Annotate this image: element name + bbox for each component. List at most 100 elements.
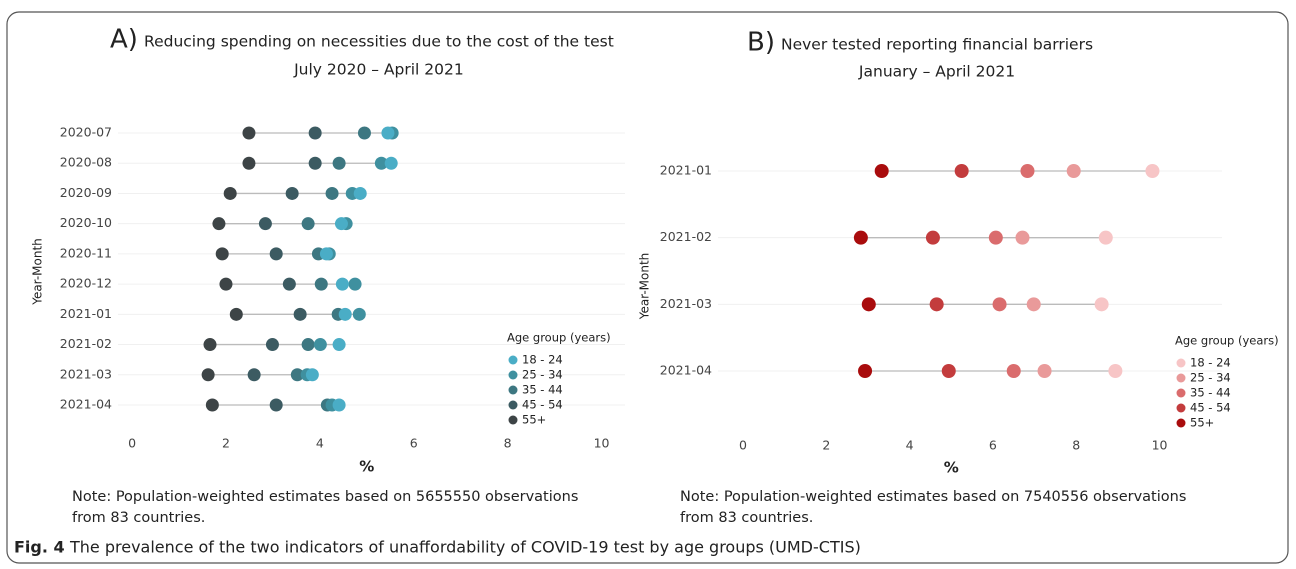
dot: [313, 338, 327, 352]
x-tick-label: 8: [1072, 438, 1080, 453]
dot: [301, 338, 315, 352]
legend-label: 35 - 44: [522, 383, 563, 397]
dot: [242, 126, 256, 140]
legend-swatch: [508, 385, 518, 395]
dot: [1066, 164, 1081, 178]
dot: [858, 364, 873, 378]
dot: [205, 398, 219, 412]
dot: [293, 307, 307, 321]
panel-label: B): [747, 28, 775, 58]
legend-title: Age group (years): [507, 331, 611, 345]
dot: [332, 398, 346, 412]
y-axis-label: Year-Month: [31, 238, 45, 306]
dot: [319, 247, 333, 261]
y-tick-label: 2021-03: [660, 296, 712, 311]
dot: [941, 364, 956, 378]
chart-title: Never tested reporting financial barrier…: [781, 36, 1093, 54]
dot: [338, 307, 352, 321]
legend-label: 25 - 34: [1190, 371, 1231, 385]
dot: [269, 247, 283, 261]
dot: [335, 277, 349, 291]
dot: [215, 247, 229, 261]
dot: [1037, 364, 1052, 378]
dot: [258, 217, 272, 231]
dot: [334, 217, 348, 231]
dot: [269, 398, 283, 412]
legend-label: 55+: [1190, 416, 1214, 430]
dot: [219, 277, 233, 291]
dot: [301, 217, 315, 231]
legend-swatch: [1176, 358, 1186, 368]
dot: [853, 230, 868, 245]
dot: [925, 230, 940, 245]
note: Note: Population-weighted estimates base…: [680, 489, 1186, 505]
legend-swatch: [508, 355, 518, 365]
legend-swatch: [1176, 373, 1186, 383]
x-tick-label: 0: [128, 436, 136, 451]
x-tick-label: 10: [1152, 438, 1168, 453]
x-tick-label: 2: [822, 438, 830, 453]
x-tick-label: 6: [989, 438, 997, 453]
caption-text: The prevalence of the two indicators of …: [69, 538, 861, 557]
legend-swatch: [1176, 403, 1186, 413]
dot: [332, 156, 346, 170]
dot: [201, 368, 215, 382]
legend-label: 25 - 34: [522, 368, 563, 382]
dot: [223, 186, 237, 200]
x-tick-label: 4: [906, 438, 914, 453]
y-tick-label: 2021-04: [60, 397, 112, 412]
caption-label: Fig. 4: [14, 538, 65, 557]
dot: [308, 126, 322, 140]
dot: [861, 297, 876, 312]
dot: [1026, 297, 1041, 312]
y-tick-label: 2020-12: [60, 276, 112, 291]
dot: [1094, 297, 1109, 312]
x-tick-label: 8: [504, 436, 512, 451]
legend-swatch: [1176, 388, 1186, 398]
dot: [929, 297, 944, 312]
dot: [305, 368, 319, 382]
panel-label: A): [110, 25, 138, 55]
frame: [6, 11, 1289, 564]
x-axis-label: %: [944, 459, 959, 477]
y-tick-label: 2021-04: [660, 363, 712, 378]
legend-label: 55+: [522, 413, 546, 427]
note: from 83 countries.: [680, 510, 813, 526]
dot: [1098, 230, 1113, 245]
legend-label: 18 - 24: [1190, 356, 1231, 370]
y-axis-label: Year-Month: [638, 253, 652, 321]
dot: [1006, 364, 1021, 378]
dot: [285, 186, 299, 200]
note: from 83 countries.: [72, 510, 205, 526]
legend-swatch: [508, 400, 518, 410]
x-axis-label: %: [359, 458, 374, 476]
y-tick-label: 2021-02: [660, 229, 712, 244]
dot: [1020, 164, 1035, 178]
dot: [265, 338, 279, 352]
dot: [247, 368, 261, 382]
dot: [1108, 364, 1123, 378]
dot: [1015, 230, 1030, 245]
dot: [357, 126, 371, 140]
x-tick-label: 4: [316, 436, 324, 451]
dot: [353, 186, 367, 200]
y-tick-label: 2020-11: [60, 245, 112, 260]
legend-title: Age group (years): [1175, 334, 1279, 348]
dot: [314, 277, 328, 291]
dot: [992, 297, 1007, 312]
note: Note: Population-weighted estimates base…: [72, 489, 578, 505]
legend-swatch: [1176, 418, 1186, 428]
y-tick-label: 2020-08: [60, 155, 112, 170]
dot: [352, 307, 366, 321]
dot: [308, 156, 322, 170]
dot: [325, 186, 339, 200]
dot: [1145, 164, 1160, 178]
dot: [229, 307, 243, 321]
legend-label: 18 - 24: [522, 353, 563, 367]
y-tick-label: 2020-10: [60, 215, 112, 230]
y-tick-label: 2021-02: [60, 336, 112, 351]
y-tick-label: 2021-01: [660, 163, 712, 178]
dot: [954, 164, 969, 178]
legend-label: 35 - 44: [1190, 386, 1231, 400]
